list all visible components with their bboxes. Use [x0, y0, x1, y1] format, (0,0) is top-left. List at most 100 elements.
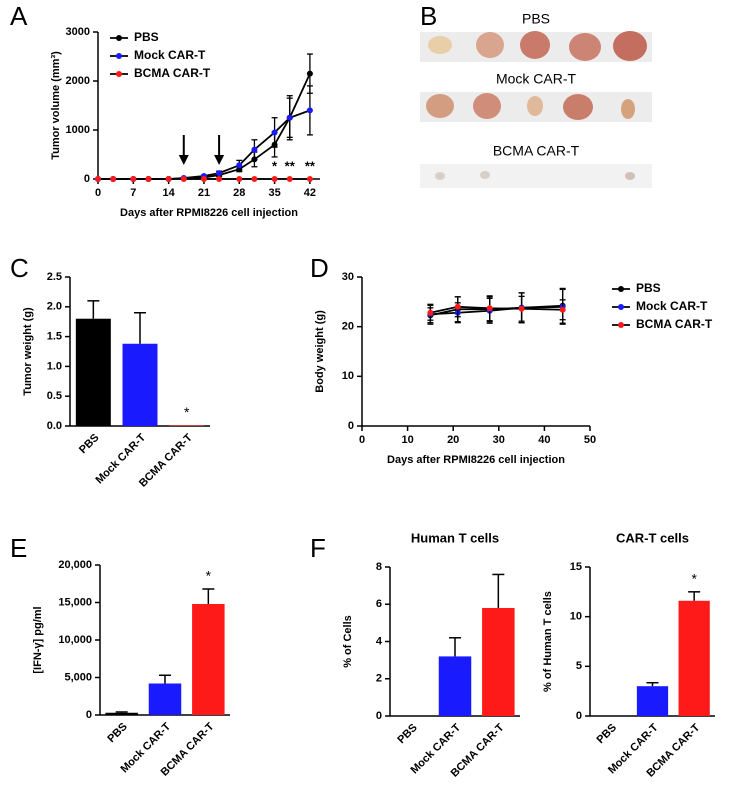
point — [110, 176, 117, 182]
x-tick-label: 20 — [447, 434, 459, 446]
annotation: ** — [285, 158, 296, 173]
y-tick-label: 0 — [376, 710, 382, 722]
tumor — [569, 33, 601, 61]
y-tick-label: 0.0 — [47, 420, 62, 432]
photo-strip — [420, 164, 652, 188]
legend-label: BCMA CAR-T — [134, 66, 211, 80]
bar — [192, 604, 225, 715]
y-tick-label: 2000 — [66, 75, 90, 87]
point — [216, 176, 223, 182]
arrow-head — [214, 155, 225, 165]
x-tick-label: 50 — [584, 434, 596, 446]
y-tick-label: 0 — [86, 709, 92, 721]
annotation: * — [272, 158, 278, 173]
x-tick-label: PBS — [105, 721, 129, 745]
annotation: * — [691, 571, 697, 587]
series-line — [98, 73, 311, 180]
point — [306, 107, 313, 114]
legend-label: Mock CAR-T — [134, 48, 206, 62]
chart: D 0 10 20 30 Body weight (g) 0 10 20 30 40 50 Days a… — [310, 253, 713, 466]
chart: A 0 1000 2000 3000 Tumor volume (mm³) 0 7 14 21 28… — [10, 1, 320, 219]
annotation: * — [184, 404, 190, 420]
legend-marker — [116, 71, 122, 77]
y-tick-label: 15,000 — [58, 596, 92, 608]
y-tick-label: 1.5 — [47, 331, 62, 343]
legend-marker — [618, 304, 624, 310]
x-tick-label: 14 — [163, 187, 176, 199]
point — [180, 176, 187, 182]
point — [95, 176, 101, 182]
photo-label: Mock CAR-T — [496, 71, 577, 87]
y-axis-label: Body weight (g) — [314, 310, 326, 393]
chart: E 0 5,000 10,000 15,000 20,000 [IFN-γ] pg/ml PB… — [10, 533, 230, 779]
x-tick-label: PBS — [395, 722, 419, 746]
x-axis-label: Days after RPMI8226 cell injection — [387, 454, 565, 466]
bar — [148, 683, 182, 715]
x-tick-label: 0 — [359, 434, 365, 446]
point — [165, 176, 172, 182]
tumor — [426, 94, 454, 118]
chart-title: CAR-T cells — [616, 530, 689, 545]
tumor — [473, 93, 501, 119]
legend-label: BCMA CAR-T — [636, 317, 713, 331]
y-tick-label: 2.0 — [47, 301, 62, 313]
x-tick-label: 0 — [95, 187, 101, 199]
point — [306, 70, 313, 77]
x-axis-label: Days after RPMI8226 cell injection — [120, 207, 298, 219]
y-tick-label: 3000 — [66, 26, 90, 38]
y-tick-label: 5 — [576, 660, 582, 672]
x-tick-label: 28 — [233, 187, 245, 199]
legend-label: PBS — [636, 281, 661, 295]
legend-marker — [116, 35, 122, 41]
panel-letter: E — [10, 533, 27, 563]
legend-label: PBS — [134, 30, 159, 44]
point — [216, 170, 223, 177]
bar — [482, 607, 515, 716]
y-tick-label: 20,000 — [58, 559, 92, 571]
tumor — [625, 172, 635, 180]
bar — [678, 600, 710, 716]
bar — [122, 343, 158, 426]
point — [271, 176, 278, 182]
bar — [438, 656, 472, 716]
point — [518, 305, 525, 312]
bar — [105, 712, 138, 715]
point — [559, 306, 566, 313]
y-axis-label: Tumor weight (g) — [22, 307, 34, 396]
panel-letter: D — [310, 253, 329, 283]
legend-label: Mock CAR-T — [636, 299, 708, 313]
bar — [636, 686, 669, 716]
x-tick-label: 7 — [130, 187, 136, 199]
y-tick-label: 1000 — [66, 124, 90, 136]
y-tick-label: 0.5 — [47, 390, 62, 402]
point — [200, 176, 207, 182]
point — [306, 176, 313, 182]
tumor — [520, 31, 550, 59]
y-axis-label: % of Cells — [342, 615, 354, 668]
tumor — [480, 171, 490, 179]
point — [236, 176, 243, 182]
bar — [169, 425, 205, 426]
y-tick-label: 10 — [342, 370, 354, 382]
y-axis-label: % of Human T cells — [542, 591, 554, 692]
tumor — [621, 99, 635, 119]
series-line — [98, 109, 311, 180]
panel-letter: C — [10, 253, 29, 283]
tumor — [428, 36, 452, 54]
legend-marker — [618, 286, 624, 292]
y-tick-label: 0 — [84, 173, 90, 185]
y-tick-label: 15 — [570, 561, 582, 573]
y-tick-label: 20 — [342, 321, 354, 333]
panel-letter: A — [10, 1, 28, 31]
y-tick-label: 8 — [376, 561, 382, 573]
legend-marker — [618, 322, 624, 328]
y-tick-label: 10,000 — [58, 634, 92, 646]
y-tick-label: 4 — [376, 635, 383, 647]
point — [236, 162, 243, 169]
point — [130, 176, 137, 182]
y-tick-label: 0 — [348, 420, 354, 432]
